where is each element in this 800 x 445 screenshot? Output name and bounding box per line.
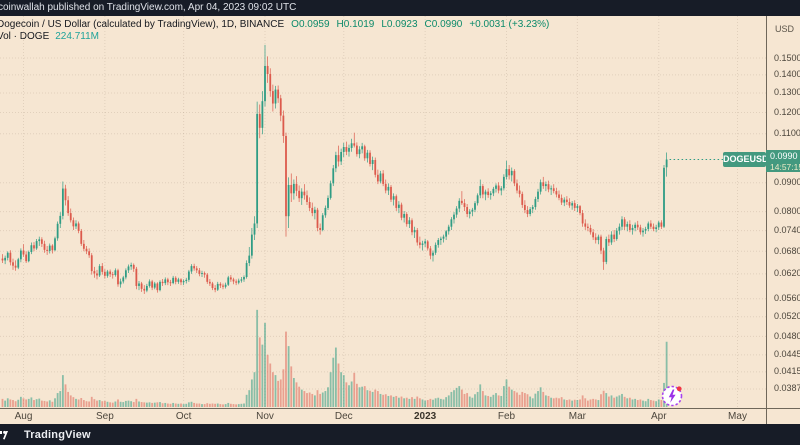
ohlc-low: L0.0923 (381, 19, 418, 30)
symbol-title[interactable]: Dogecoin / US Dollar (calculated by Trad… (0, 19, 285, 30)
price-tick-label: 0.0620 (774, 268, 800, 279)
price-tick-label: 0.0560 (774, 293, 800, 304)
lightning-icon (661, 385, 683, 407)
ohlc-open: O0.0959 (291, 19, 330, 30)
ohlc-high: H0.1019 (336, 19, 375, 30)
time-tick-label: Oct (175, 411, 192, 422)
price-tick-label: 0.1400 (774, 69, 800, 80)
time-axis-border (0, 408, 800, 409)
ticker-label-badge: DOGEUSD (723, 152, 769, 167)
price-tick-label: 0.1100 (774, 128, 800, 139)
price-axis[interactable]: USD 0.1500 0.1400 0.1300 0.1200 0.1100 0.0900… (767, 16, 800, 408)
attribution-text: coinwallah published on TradingView.com,… (0, 2, 297, 13)
price-tick-label: 0.0800 (774, 206, 800, 217)
chart-pane[interactable]: Dogecoin / US Dollar (calculated by Trad… (0, 16, 800, 424)
time-tick-label: Nov (256, 411, 274, 422)
bar-countdown: 14:57:15 (770, 161, 800, 172)
price-tick-label: 0.0415 (774, 366, 800, 377)
volume-legend-value: 224.711M (55, 31, 99, 42)
flash-event-badge[interactable] (661, 385, 683, 407)
price-tick-label: 0.1500 (774, 52, 800, 63)
price-axis-border (766, 16, 767, 424)
notification-dot (676, 386, 682, 392)
time-tick-label: Apr (650, 411, 667, 422)
ohlc-close: C0.0990 (424, 19, 463, 30)
price-axis-currency-label: USD (775, 24, 795, 34)
price-tick-label: 0.0900 (774, 177, 800, 188)
attribution-bar: coinwallah published on TradingView.com,… (0, 0, 800, 16)
tradingview-logo-icon[interactable] (0, 428, 8, 442)
time-tick-label: May (728, 411, 747, 422)
price-tick-label: 0.1200 (774, 107, 800, 117)
price-tick-label: 0.0520 (774, 311, 800, 322)
price-tick-label: 0.1300 (774, 87, 800, 98)
time-tick-label: Feb (497, 411, 516, 422)
ohlc-change: +0.0031 (+3.23%) (469, 19, 550, 30)
price-tick-label: 0.0445 (774, 349, 800, 360)
price-tick-label: 0.0480 (774, 330, 800, 341)
last-price-value: 0.0990 (770, 150, 798, 161)
last-price-badge: 0.0990 14:57:15 (766, 149, 800, 172)
symbol-legend[interactable]: Dogecoin / US Dollar (calculated by Trad… (0, 19, 549, 42)
volume-legend-label[interactable]: Vol · DOGE (0, 31, 50, 42)
footer-bar: TradingView (0, 424, 800, 445)
price-volume-svg[interactable] (0, 16, 766, 408)
time-tick-label: Aug (14, 411, 33, 422)
time-tick-label: Mar (568, 411, 586, 422)
time-tick-label: Sep (95, 411, 114, 422)
tradingview-wordmark[interactable]: TradingView (24, 428, 91, 441)
price-tick-label: 0.0387 (774, 383, 800, 394)
price-tick-label: 0.0680 (774, 245, 800, 256)
time-tick-label: Dec (334, 411, 353, 422)
time-axis[interactable]: Aug Sep Oct Nov Dec 2023 Feb Mar Apr May (0, 408, 766, 424)
price-tick-label: 0.0740 (774, 225, 800, 236)
time-tick-label: 2023 (414, 411, 437, 422)
